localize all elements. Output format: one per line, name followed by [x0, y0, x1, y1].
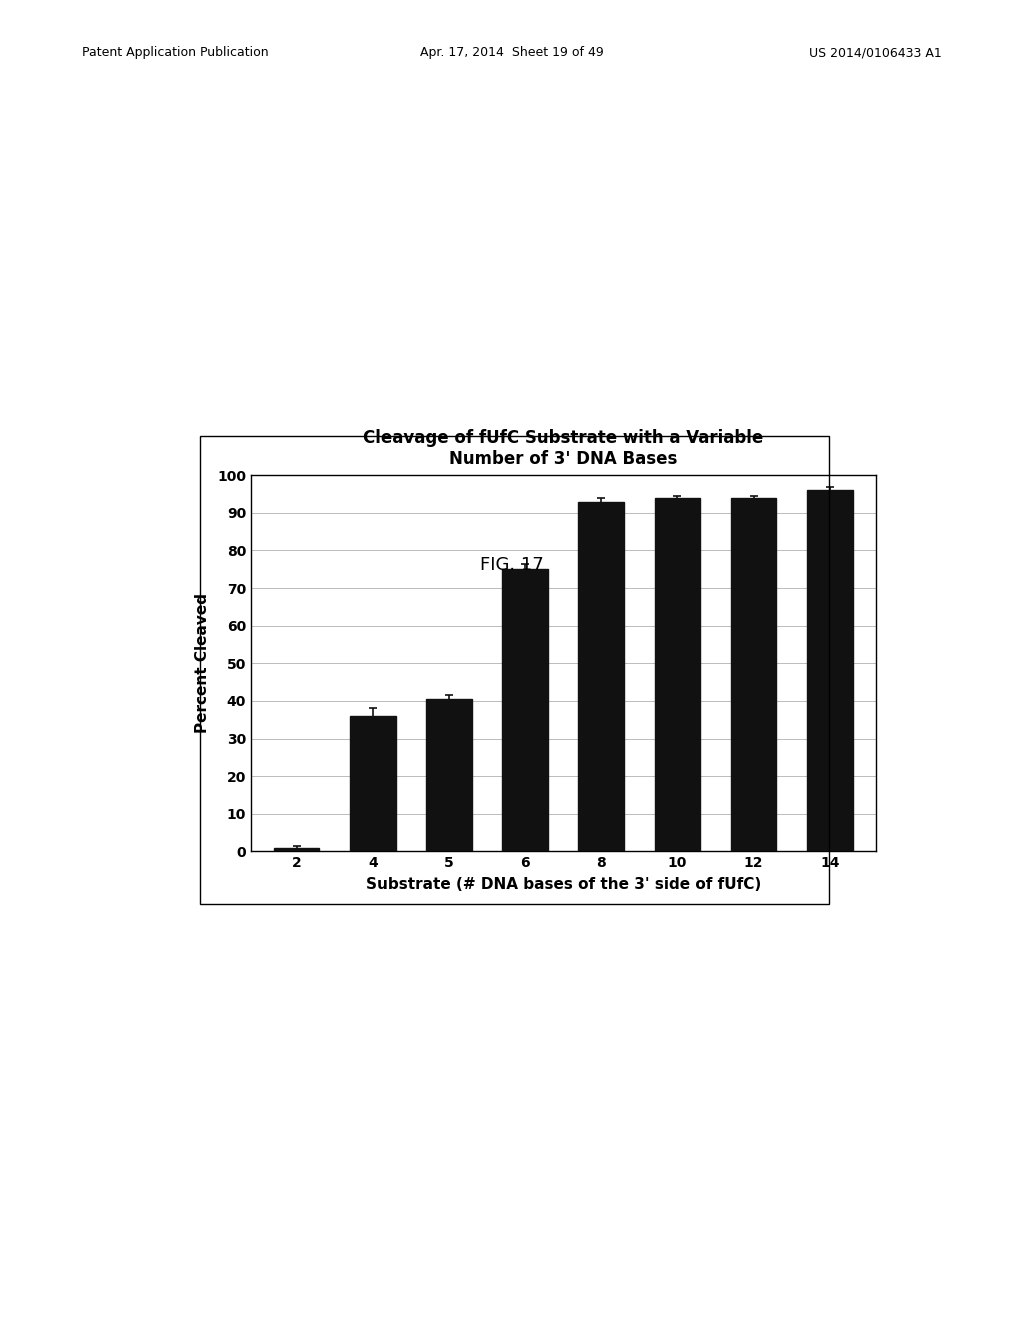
Y-axis label: Percent Cleaved: Percent Cleaved [196, 593, 210, 734]
Bar [426, 700, 472, 851]
Bar [502, 569, 548, 851]
Title: Cleavage of fUfC Substrate with a Variable
Number of 3' DNA Bases: Cleavage of fUfC Substrate with a Variab… [364, 429, 763, 469]
Bar [654, 498, 700, 851]
Text: Patent Application Publication: Patent Application Publication [82, 46, 268, 59]
Bar [579, 502, 625, 851]
Bar [731, 498, 776, 851]
X-axis label: Substrate (# DNA bases of the 3' side of fUfC): Substrate (# DNA bases of the 3' side of… [366, 878, 761, 892]
Bar [350, 715, 395, 851]
Text: FIG. 17: FIG. 17 [480, 556, 544, 574]
Text: Apr. 17, 2014  Sheet 19 of 49: Apr. 17, 2014 Sheet 19 of 49 [420, 46, 604, 59]
Bar [807, 490, 853, 851]
Text: US 2014/0106433 A1: US 2014/0106433 A1 [809, 46, 942, 59]
Bar [273, 847, 319, 851]
